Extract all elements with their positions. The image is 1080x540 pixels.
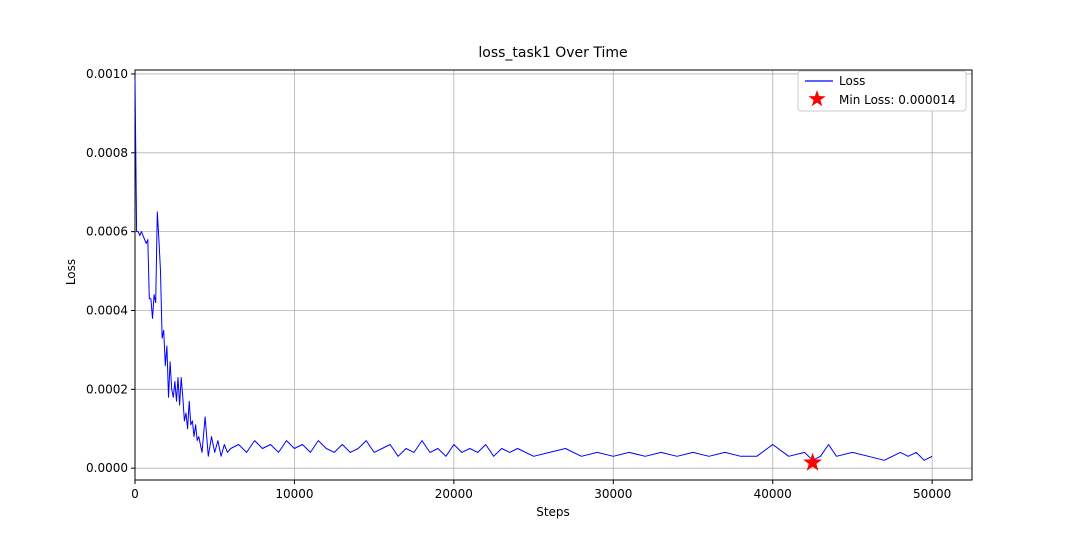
grid-lines: [134, 70, 972, 480]
legend-min-label: Min Loss: 0.000014: [839, 93, 956, 107]
x-tick-label: 40000: [754, 487, 792, 501]
y-tick-label: 0.0010: [86, 67, 128, 81]
y-tick-label: 0.0008: [86, 146, 128, 160]
y-tick-label: 0.0002: [86, 382, 128, 396]
plot-frame: [134, 69, 973, 481]
x-tick-label: 50000: [913, 487, 951, 501]
x-axis-label: Steps: [536, 505, 570, 519]
marker-layer: [803, 452, 823, 471]
y-axis-label: Loss: [64, 259, 78, 285]
legend-loss-label: Loss: [839, 74, 865, 88]
x-axis-ticks: 0 10000 20000 30000 40000 50000: [131, 480, 951, 501]
series-line-loss: [134, 77, 933, 461]
chart-title: loss_task1 Over Time: [478, 45, 627, 61]
x-tick-label: 20000: [435, 487, 473, 501]
legend-star-icon: [808, 90, 826, 107]
y-tick-label: 0.0006: [86, 225, 128, 239]
y-axis-ticks: 0.0000 0.0002 0.0004 0.0006 0.0008 0.0010: [86, 67, 135, 475]
y-tick-label: 0.0004: [86, 303, 128, 317]
y-tick-label: 0.0000: [86, 461, 128, 475]
legend: Loss Min Loss: 0.000014: [797, 70, 967, 112]
x-tick-label: 10000: [275, 487, 313, 501]
x-tick-label: 30000: [594, 487, 632, 501]
x-tick-label: 0: [131, 487, 139, 501]
series-layer: [134, 77, 933, 461]
legend-box: [797, 70, 967, 112]
min-loss-star: [803, 452, 823, 471]
